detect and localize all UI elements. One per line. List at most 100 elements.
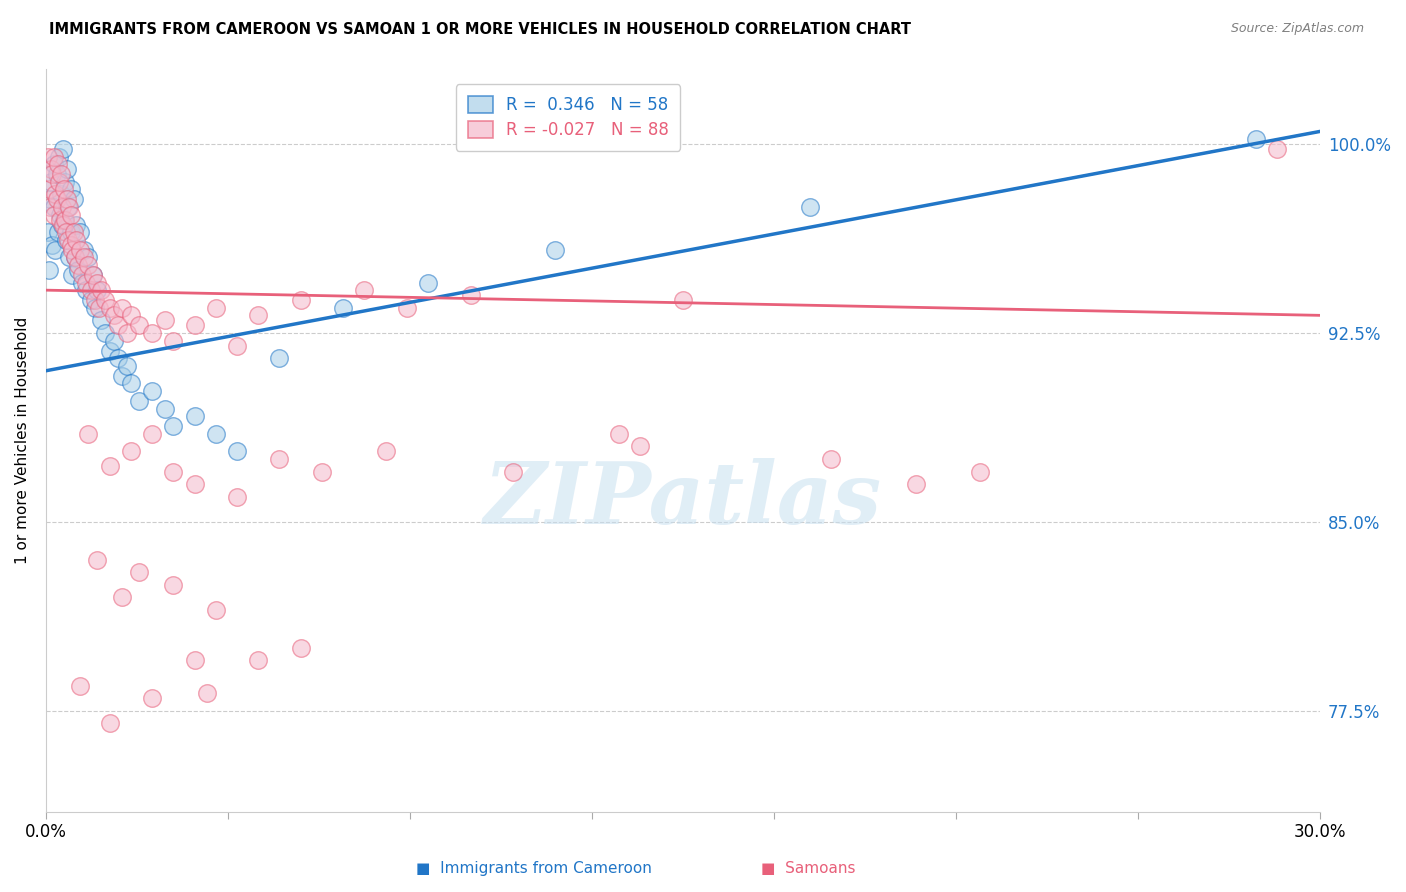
Point [183,409,205,423]
Point [52,218,75,232]
Point [42,208,65,222]
Point [98,343,121,358]
Point [111,591,134,605]
Point [86,276,108,290]
Point [107,318,129,333]
Point [56,200,79,214]
Point [115,326,138,340]
Point [416,276,439,290]
Point [120,309,142,323]
Point [75,276,97,290]
Point [48,208,70,222]
Point [103,309,125,323]
Point [63,251,86,265]
Point [162,334,184,348]
Point [45,193,67,207]
Point [1244,132,1267,146]
Point [53,175,76,189]
Text: Source: ZipAtlas.com: Source: ZipAtlas.com [1230,22,1364,36]
Point [63,251,86,265]
Point [51,218,73,232]
Point [204,603,226,617]
Point [55,233,77,247]
Point [73,243,96,257]
Point [183,477,205,491]
Point [41,237,63,252]
Point [115,359,138,373]
Point [52,212,75,227]
Point [226,490,249,504]
Point [56,233,79,247]
Point [204,426,226,441]
Point [374,444,396,458]
Point [183,653,205,667]
Point [332,301,354,315]
Point [204,301,226,315]
Point [37,150,59,164]
Point [820,451,842,466]
Point [49,187,72,202]
Point [141,691,163,706]
Y-axis label: 1 or more Vehicles in Household: 1 or more Vehicles in Household [15,317,30,564]
Point [87,301,110,315]
Text: ■  Immigrants from Cameroon: ■ Immigrants from Cameroon [416,861,652,876]
Point [141,326,163,340]
Point [59,182,82,196]
Point [94,326,117,340]
Point [58,200,80,214]
Point [37,225,59,239]
Point [41,167,63,181]
Point [65,233,87,247]
Point [44,187,66,202]
Point [247,309,270,323]
Point [90,313,112,327]
Point [162,578,184,592]
Point [86,552,108,566]
Legend: R =  0.346   N = 58, R = -0.027   N = 88: R = 0.346 N = 58, R = -0.027 N = 88 [456,84,681,151]
Point [353,283,375,297]
Point [120,376,142,391]
Point [62,225,84,239]
Point [62,193,84,207]
Point [52,182,75,196]
Text: ZIPatlas: ZIPatlas [484,458,882,541]
Point [70,268,93,282]
Point [42,157,65,171]
Point [53,212,76,227]
Point [153,313,176,327]
Point [39,162,62,177]
Point [48,212,70,227]
Text: ■  Samoans: ■ Samoans [761,861,856,876]
Point [94,293,117,308]
Point [226,338,249,352]
Point [111,368,134,383]
Point [69,243,91,257]
Point [195,686,218,700]
Point [395,301,418,315]
Point [66,258,89,272]
Point [98,459,121,474]
Point [45,167,67,181]
Point [73,251,96,265]
Point [66,263,89,277]
Point [60,243,83,257]
Point [79,293,101,308]
Point [44,150,66,164]
Point [79,283,101,297]
Point [69,679,91,693]
Point [55,225,77,239]
Point [60,268,83,282]
Point [247,653,270,667]
Point [38,263,60,277]
Point [65,218,87,232]
Point [59,237,82,252]
Point [128,566,150,580]
Point [128,318,150,333]
Point [607,426,630,441]
Point [120,444,142,458]
Point [69,225,91,239]
Point [82,268,104,282]
Point [672,293,695,308]
Point [51,200,73,214]
Point [799,200,821,214]
